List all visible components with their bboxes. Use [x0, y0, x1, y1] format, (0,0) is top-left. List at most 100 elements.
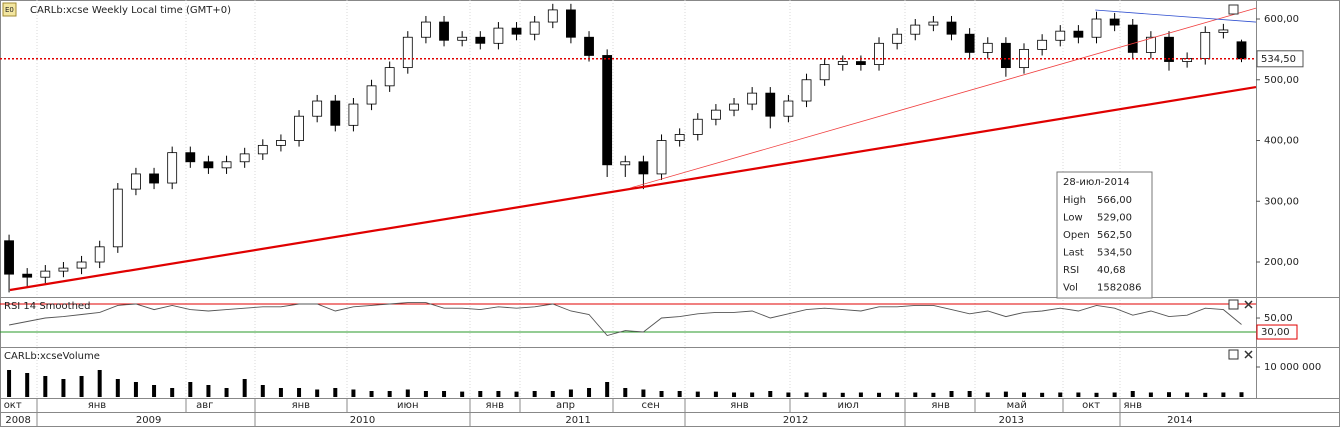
volume-bar — [1094, 392, 1099, 397]
x-tick-label: июн — [397, 400, 418, 411]
candle-body — [493, 27, 504, 44]
volume-bar — [369, 390, 374, 397]
volume-bar — [79, 375, 84, 397]
volume-bar — [188, 381, 193, 397]
maximize-button[interactable] — [1228, 299, 1239, 310]
volume-bar — [224, 387, 229, 397]
info-value: 534,50 — [1097, 248, 1132, 259]
candle-body — [384, 67, 395, 87]
candle-body — [185, 152, 196, 163]
volume-bar — [1148, 392, 1153, 397]
volume-bar — [587, 387, 592, 397]
candle-body — [312, 100, 323, 117]
volume-bar — [695, 391, 700, 397]
info-key: Low — [1063, 213, 1083, 224]
x-year-label: 2014 — [1167, 415, 1192, 426]
icon-glyph: E0 — [5, 6, 14, 14]
x-tick-label: сен — [642, 400, 660, 411]
volume-bar — [877, 392, 882, 397]
info-key: Open — [1063, 230, 1090, 241]
y-tick-label: 10 000 000 — [1264, 362, 1321, 373]
level-tag — [1256, 324, 1298, 340]
maximize-button[interactable] — [1228, 4, 1239, 15]
volume-bar — [605, 381, 610, 397]
info-value: 1582086 — [1097, 283, 1142, 294]
volume-bar — [423, 390, 428, 397]
candle-body — [656, 140, 667, 175]
info-box — [1056, 171, 1153, 299]
x-year-label: 2011 — [565, 415, 590, 426]
volume-bar — [967, 390, 972, 397]
volume-bar — [61, 378, 66, 397]
x-tick-label: апр — [556, 400, 575, 411]
info-value: 529,00 — [1097, 213, 1132, 224]
volume-bar — [1022, 392, 1027, 397]
volume-bar — [1040, 392, 1045, 397]
volume-bar — [1239, 392, 1244, 397]
volume-bar — [25, 372, 30, 397]
volume-bar — [7, 369, 12, 397]
candle-body — [566, 9, 576, 38]
info-value: 40,68 — [1097, 265, 1126, 276]
candle-body — [1182, 58, 1193, 62]
candle-body — [620, 161, 631, 166]
maximize-button[interactable] — [1228, 349, 1239, 360]
x-year-label: 2012 — [783, 415, 808, 426]
x-tick-label: янв — [486, 400, 505, 411]
candle-body — [94, 246, 105, 263]
candle-body — [801, 79, 812, 102]
trend-line[interactable] — [9, 85, 1257, 292]
y-tick-label: 50,00 — [1264, 313, 1293, 324]
x-tick-label: окт — [1082, 400, 1100, 411]
info-key: Last — [1063, 248, 1084, 259]
volume-bar — [985, 392, 990, 397]
candle-body — [76, 261, 87, 269]
volume-bar — [1003, 391, 1008, 397]
volume-bar — [768, 390, 773, 397]
candle-body — [711, 109, 721, 120]
x-tick-label: окт — [4, 400, 22, 411]
candle-body — [239, 153, 250, 163]
info-key: RSI — [1063, 265, 1079, 276]
volume-bar — [949, 390, 954, 397]
candle-body — [729, 103, 739, 111]
volume-bar — [97, 369, 102, 397]
volume-bar — [170, 387, 175, 397]
close-button[interactable] — [1244, 300, 1253, 309]
volume-bar — [514, 391, 519, 397]
candle-body — [674, 134, 685, 141]
candle-body — [910, 24, 921, 35]
volume-bar — [532, 390, 537, 397]
volume-bar — [623, 387, 628, 397]
candle-body — [1055, 30, 1066, 41]
candle-body — [855, 61, 866, 65]
candle-body — [638, 161, 649, 175]
candle-body — [1091, 18, 1102, 38]
symbol-icon[interactable] — [2, 2, 17, 17]
info-key: High — [1063, 195, 1086, 206]
candle-body — [1164, 36, 1174, 62]
volume-bar — [206, 384, 211, 397]
volume-bar — [732, 392, 737, 397]
candle-body — [58, 267, 69, 272]
chart-title[interactable]: CARLb:xcse Weekly Local time (GMT+0) — [30, 5, 231, 16]
candle-body — [1145, 36, 1156, 53]
volume-bar — [840, 392, 845, 397]
volume-bar — [1167, 392, 1172, 397]
candle-body — [257, 144, 268, 155]
candle-body — [819, 64, 830, 81]
trend-line[interactable] — [1095, 9, 1257, 23]
level-label: 30,00 — [1261, 327, 1290, 338]
volume-bar — [351, 389, 356, 397]
candle-body — [348, 103, 359, 126]
volume-bar — [895, 392, 900, 397]
candle-body — [892, 33, 903, 44]
volume-bar — [333, 387, 338, 397]
candle-body — [529, 21, 540, 35]
close-button[interactable] — [1244, 350, 1253, 359]
trend-line[interactable] — [630, 7, 1257, 189]
volume-bar — [297, 387, 302, 397]
x-tick-label: май — [1007, 400, 1027, 411]
candle-body — [982, 42, 993, 53]
